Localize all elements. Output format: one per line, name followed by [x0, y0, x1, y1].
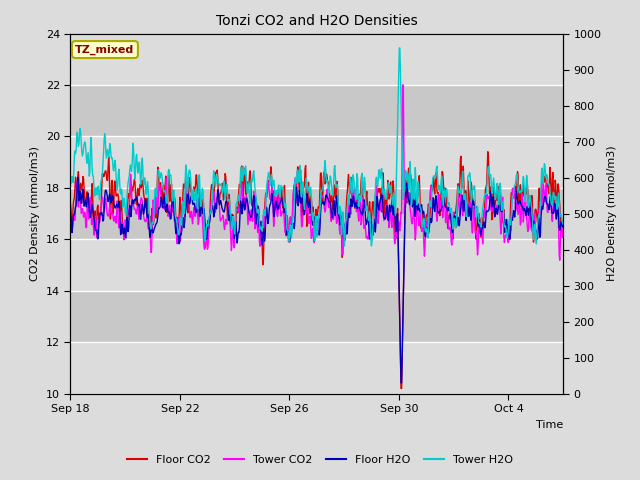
Legend: Floor CO2, Tower CO2, Floor H2O, Tower H2O: Floor CO2, Tower CO2, Floor H2O, Tower H… [123, 451, 517, 469]
Bar [70, 188, 563, 240]
Bar [70, 136, 563, 188]
Bar [70, 85, 563, 136]
X-axis label: Time: Time [536, 420, 563, 430]
Y-axis label: CO2 Density (mmol/m3): CO2 Density (mmol/m3) [30, 146, 40, 281]
Bar [70, 342, 563, 394]
Bar [70, 34, 563, 85]
Bar [70, 291, 563, 342]
Text: TZ_mixed: TZ_mixed [76, 44, 134, 55]
Title: Tonzi CO2 and H2O Densities: Tonzi CO2 and H2O Densities [216, 14, 418, 28]
Bar [70, 240, 563, 291]
Y-axis label: H2O Density (mmol/m3): H2O Density (mmol/m3) [607, 146, 617, 281]
